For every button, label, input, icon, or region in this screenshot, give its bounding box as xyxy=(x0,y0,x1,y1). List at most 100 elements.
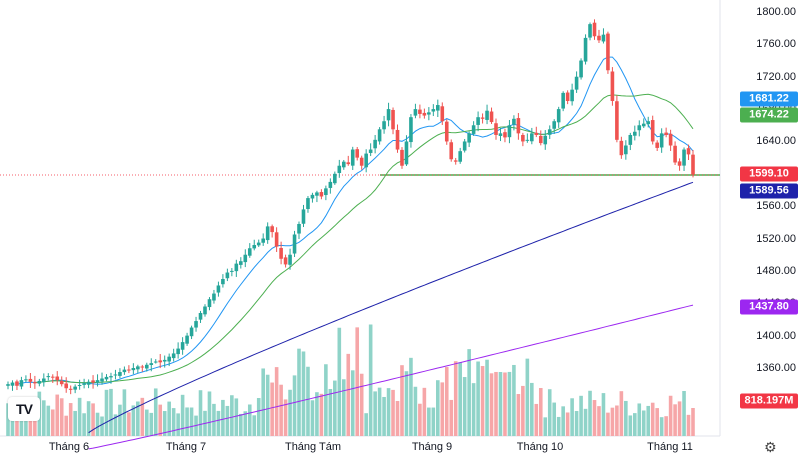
candle-body xyxy=(583,37,588,62)
tradingview-logo[interactable]: TV xyxy=(8,397,40,421)
candle-body xyxy=(588,24,592,38)
candle-body xyxy=(458,151,462,162)
candle-body xyxy=(109,376,113,378)
volume-bar xyxy=(180,394,185,436)
candle-body xyxy=(46,376,51,378)
candle-body xyxy=(409,117,413,143)
candle-body xyxy=(288,254,292,265)
candle-body xyxy=(324,188,328,196)
candle-body xyxy=(149,363,154,365)
volume-bar xyxy=(42,400,46,436)
volume-bar xyxy=(641,410,646,436)
candle-body xyxy=(73,386,77,390)
volume-bar xyxy=(189,407,194,436)
candle-body xyxy=(297,223,301,234)
volume-bar xyxy=(673,404,677,436)
candle-body xyxy=(686,148,691,155)
volume-bar xyxy=(601,393,606,436)
volume-bar xyxy=(46,405,51,436)
candle-body xyxy=(556,109,561,123)
candle-body xyxy=(310,194,315,199)
volume-bar xyxy=(239,413,243,436)
candle-body xyxy=(319,192,324,197)
volume-bar xyxy=(109,388,113,436)
volume-bar xyxy=(288,389,292,436)
volume-bar xyxy=(530,382,534,436)
candle-body xyxy=(395,129,400,150)
candle-body xyxy=(400,149,404,166)
volume-bar xyxy=(498,371,503,436)
candle-body xyxy=(24,379,28,381)
volume-bar xyxy=(100,416,104,436)
volume-bar xyxy=(561,406,565,436)
volume-bar xyxy=(315,392,319,436)
candle-body xyxy=(547,129,552,135)
volume-badge: 818.197M xyxy=(740,393,798,409)
ma50-line xyxy=(34,93,694,384)
candle-body xyxy=(516,118,521,134)
candle-body xyxy=(525,139,530,141)
volume-bar xyxy=(431,407,436,436)
time-tick-label: Tháng 10 xyxy=(516,441,564,453)
candle-body xyxy=(471,125,476,134)
volume-bar xyxy=(646,405,651,436)
candle-body xyxy=(413,109,418,116)
candle-body xyxy=(144,364,149,369)
volume-bar xyxy=(516,394,521,436)
volume-bar xyxy=(503,372,507,436)
candle-body xyxy=(431,109,436,112)
candle-body xyxy=(606,33,610,71)
candle-body xyxy=(274,232,279,247)
ma50-badge: 1674.22 xyxy=(740,107,798,123)
volume-bar xyxy=(292,375,297,436)
settings-gear-icon[interactable]: ⚙ xyxy=(764,439,777,455)
volume-bar xyxy=(382,396,386,436)
candle-body xyxy=(355,149,360,158)
candle-body xyxy=(677,161,682,166)
candle-body xyxy=(543,135,548,145)
volume-bar xyxy=(19,410,24,436)
volume-bar xyxy=(247,404,252,436)
volume-bar xyxy=(337,327,342,436)
candle-body xyxy=(570,89,574,102)
volume-bar xyxy=(574,411,579,436)
volume-bar xyxy=(422,387,427,436)
time-tick-label: Tháng 6 xyxy=(48,441,90,453)
volume-bar xyxy=(400,365,404,436)
volume-bar xyxy=(131,405,136,436)
candle-body xyxy=(252,245,257,249)
volume-bar xyxy=(283,399,288,436)
volume-bar xyxy=(350,370,355,436)
volume-bar xyxy=(418,403,422,436)
candle-body xyxy=(176,348,180,355)
candle-body xyxy=(364,153,368,168)
candle-body xyxy=(55,376,60,381)
volume-bar xyxy=(597,406,601,436)
volume-bar xyxy=(619,391,624,436)
candle-body xyxy=(270,226,274,233)
candle-body xyxy=(507,125,512,138)
candle-body xyxy=(127,369,131,371)
volume-bar xyxy=(427,407,431,436)
candle-body xyxy=(167,356,171,362)
volume-bar xyxy=(395,400,400,436)
candle-body xyxy=(100,378,104,382)
volume-bar xyxy=(162,411,167,436)
volume-bar xyxy=(301,351,306,436)
candle-body xyxy=(637,125,642,131)
price-tick-label: 1800.00 xyxy=(756,6,796,18)
volume-bar xyxy=(377,387,382,436)
candle-body xyxy=(592,22,597,37)
volume-bar xyxy=(167,401,171,436)
candle-body xyxy=(131,368,136,371)
candle-body xyxy=(538,135,543,144)
volume-bar xyxy=(507,371,512,436)
volume-bar xyxy=(306,366,310,436)
candle-body xyxy=(427,112,431,115)
candle-body xyxy=(28,378,33,382)
volume-bar xyxy=(140,397,145,436)
candle-body xyxy=(171,353,176,359)
candle-body xyxy=(136,366,140,370)
volume-bar xyxy=(606,412,610,436)
